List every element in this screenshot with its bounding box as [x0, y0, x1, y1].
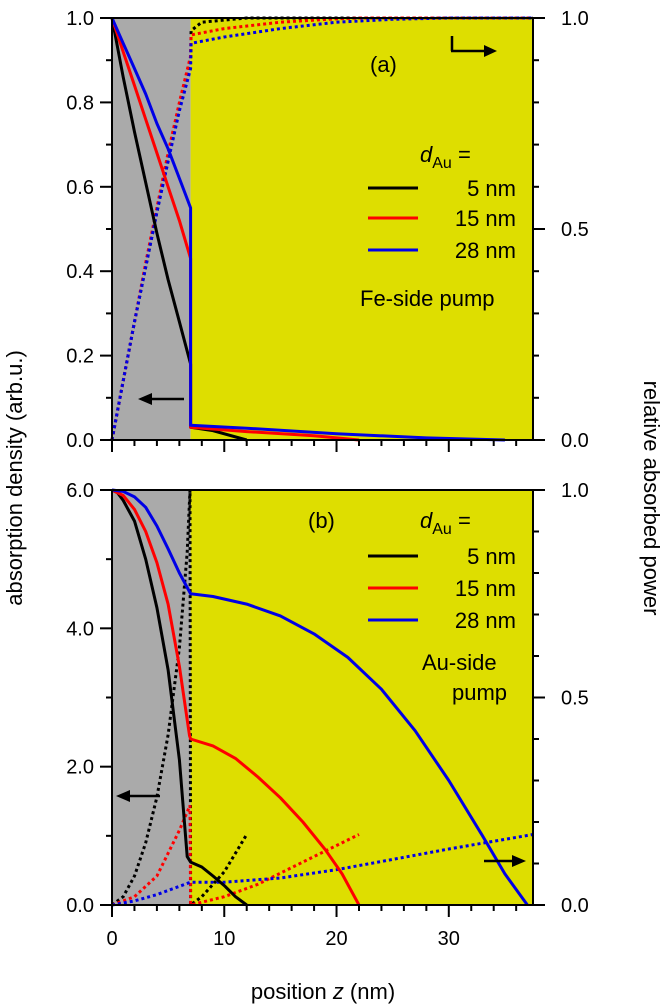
panel-a-label: (a): [370, 52, 397, 77]
panel-a-legend-label-2: 28 nm: [455, 238, 516, 263]
panel-a-y-right-tick-label: 1.0: [561, 8, 589, 30]
panel-b-legend: 5 nm 15 nm 28 nm: [368, 544, 516, 633]
panel-a-left-arrow: [138, 393, 184, 405]
x-axis-label: position z (nm): [251, 979, 395, 1004]
panel-b-density-line-0: [111, 488, 248, 907]
panel-b-condition-line1: Au-side: [422, 650, 497, 675]
panel-a-y-left-tick-label: 0.6: [66, 177, 94, 199]
panel-b-fe-region: [112, 490, 191, 905]
panel-b-density-line-2: [111, 488, 529, 906]
panel-b-series: [111, 488, 534, 908]
panel-a-y-left-tick-label: 0.8: [66, 92, 94, 114]
panel-a-y-right-tick-label: 0.0: [561, 430, 589, 452]
panel-a-legend-title: dAu =: [420, 142, 471, 172]
panel-a-y-left-tick-label: 0.0: [66, 430, 94, 452]
panel-a-condition: Fe-side pump: [360, 286, 495, 311]
panel-b-au-region: [190, 490, 533, 905]
panel-a-ticks: 0.0 0.2 0.4 0.6 0.8 1.0 0.0 0.5 1.0: [66, 8, 589, 452]
panel-b-y-right-tick-label: 0.0: [561, 895, 589, 917]
panel-b-y-right-tick-label: 1.0: [561, 480, 589, 502]
panel-b-power-line-1: [111, 804, 360, 907]
y-axis-label-left: absorption density (arb.u.): [2, 350, 27, 606]
panel-b-left-arrow: [116, 790, 160, 802]
panel-b-ticks: 0 10 20 30 0.0 2.0 4.0 6.0 0.0 0.5 1.0: [66, 480, 589, 950]
panel-a-density-line-1: [110, 17, 360, 442]
panel-a-power-line-1: [110, 16, 533, 441]
panel-b-legend-label-0: 5 nm: [467, 544, 516, 569]
x-tick-label: 30: [438, 928, 460, 950]
panel-b-density-line-1: [111, 488, 361, 906]
panel-b: 0 10 20 30 0.0 2.0 4.0 6.0 0.0 0.5 1.0 (b) dAu = 5…: [66, 480, 589, 950]
panel-a-legend-label-0: 5 nm: [467, 176, 516, 201]
panel-b-power-line-0: [111, 489, 248, 908]
panel-a-y-left-tick-label: 0.4: [66, 261, 94, 283]
panel-b-y-left-tick-label: 0.0: [66, 895, 94, 917]
panel-b-condition-line2: pump: [452, 680, 507, 705]
panel-a-power-line-2: [110, 16, 533, 441]
panel-b-power-line-2: [111, 833, 534, 907]
panel-a-y-left-tick-label: 0.2: [66, 346, 94, 368]
panel-a-right-arrow: [450, 36, 497, 57]
panel-a-y-left-tick-label: 1.0: [66, 8, 94, 30]
x-tick-label: 0: [106, 928, 117, 950]
panel-b-legend-label-2: 28 nm: [455, 608, 516, 633]
panel-a-legend: 5 nm 15 nm 28 nm: [368, 176, 516, 263]
panel-b-legend-label-1: 15 nm: [455, 576, 516, 601]
panel-a-au-region: [190, 18, 533, 440]
panel-a-y-right-tick-label: 0.5: [561, 219, 589, 241]
panel-a-legend-label-1: 15 nm: [455, 206, 516, 231]
x-tick-label: 10: [213, 928, 235, 950]
panel-b-legend-title: dAu =: [420, 508, 471, 538]
panel-a-density-line-2: [110, 17, 505, 442]
panel-b-right-arrow: [484, 855, 526, 867]
panel-b-y-left-tick-label: 2.0: [66, 757, 94, 779]
panel-b-y-left-tick-label: 4.0: [66, 618, 94, 640]
y-axis-label-right: relative absorbed power: [639, 381, 664, 616]
panel-b-y-right-tick-label: 0.5: [561, 688, 589, 710]
panel-b-y-left-tick-label: 6.0: [66, 480, 94, 502]
panel-a: 0.0 0.2 0.4 0.6 0.8 1.0 0.0 0.5 1.0 (a) dAu = 5 …: [66, 8, 589, 452]
x-tick-label: 20: [325, 928, 347, 950]
panel-b-label: (b): [308, 508, 335, 533]
